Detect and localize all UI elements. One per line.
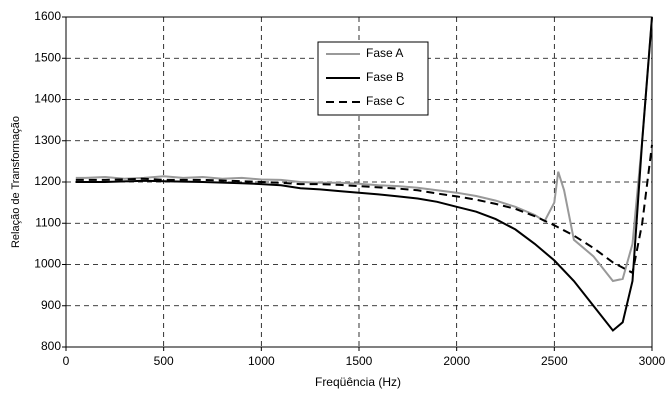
y-tick-label: 1500 — [34, 50, 61, 64]
series-line — [75, 144, 653, 275]
series-line — [75, 16, 653, 283]
x-axis-label: Freqüência (Hz) — [315, 375, 401, 389]
y-tick-label: 1000 — [34, 257, 61, 271]
x-tick-label: 1000 — [248, 354, 275, 368]
y-tick-label: 1400 — [34, 92, 61, 106]
legend-label: Fase C — [366, 94, 405, 108]
y-tick-label: 1200 — [34, 174, 61, 188]
y-tick-label: 800 — [41, 339, 61, 353]
y-tick-label: 900 — [41, 298, 61, 312]
x-tick-label: 3000 — [639, 354, 666, 368]
legend: Fase A Fase B Fase C — [317, 41, 429, 116]
x-tick-label: 1500 — [346, 354, 373, 368]
x-tick-label: 500 — [154, 354, 174, 368]
plot-border — [65, 16, 653, 348]
y-tick-label: 1300 — [34, 133, 61, 147]
y-tick-label: 1100 — [35, 215, 61, 229]
legend-label: Fase B — [366, 70, 404, 84]
y-tick-label: 1600 — [34, 9, 61, 23]
legend-label: Fase A — [366, 46, 403, 60]
x-tick-label: 0 — [63, 354, 70, 368]
x-tick-label: 2500 — [541, 354, 568, 368]
x-tick-label: 2000 — [443, 354, 470, 368]
series-line — [75, 16, 653, 332]
y-axis-label: Relação de Transformação — [10, 116, 22, 248]
